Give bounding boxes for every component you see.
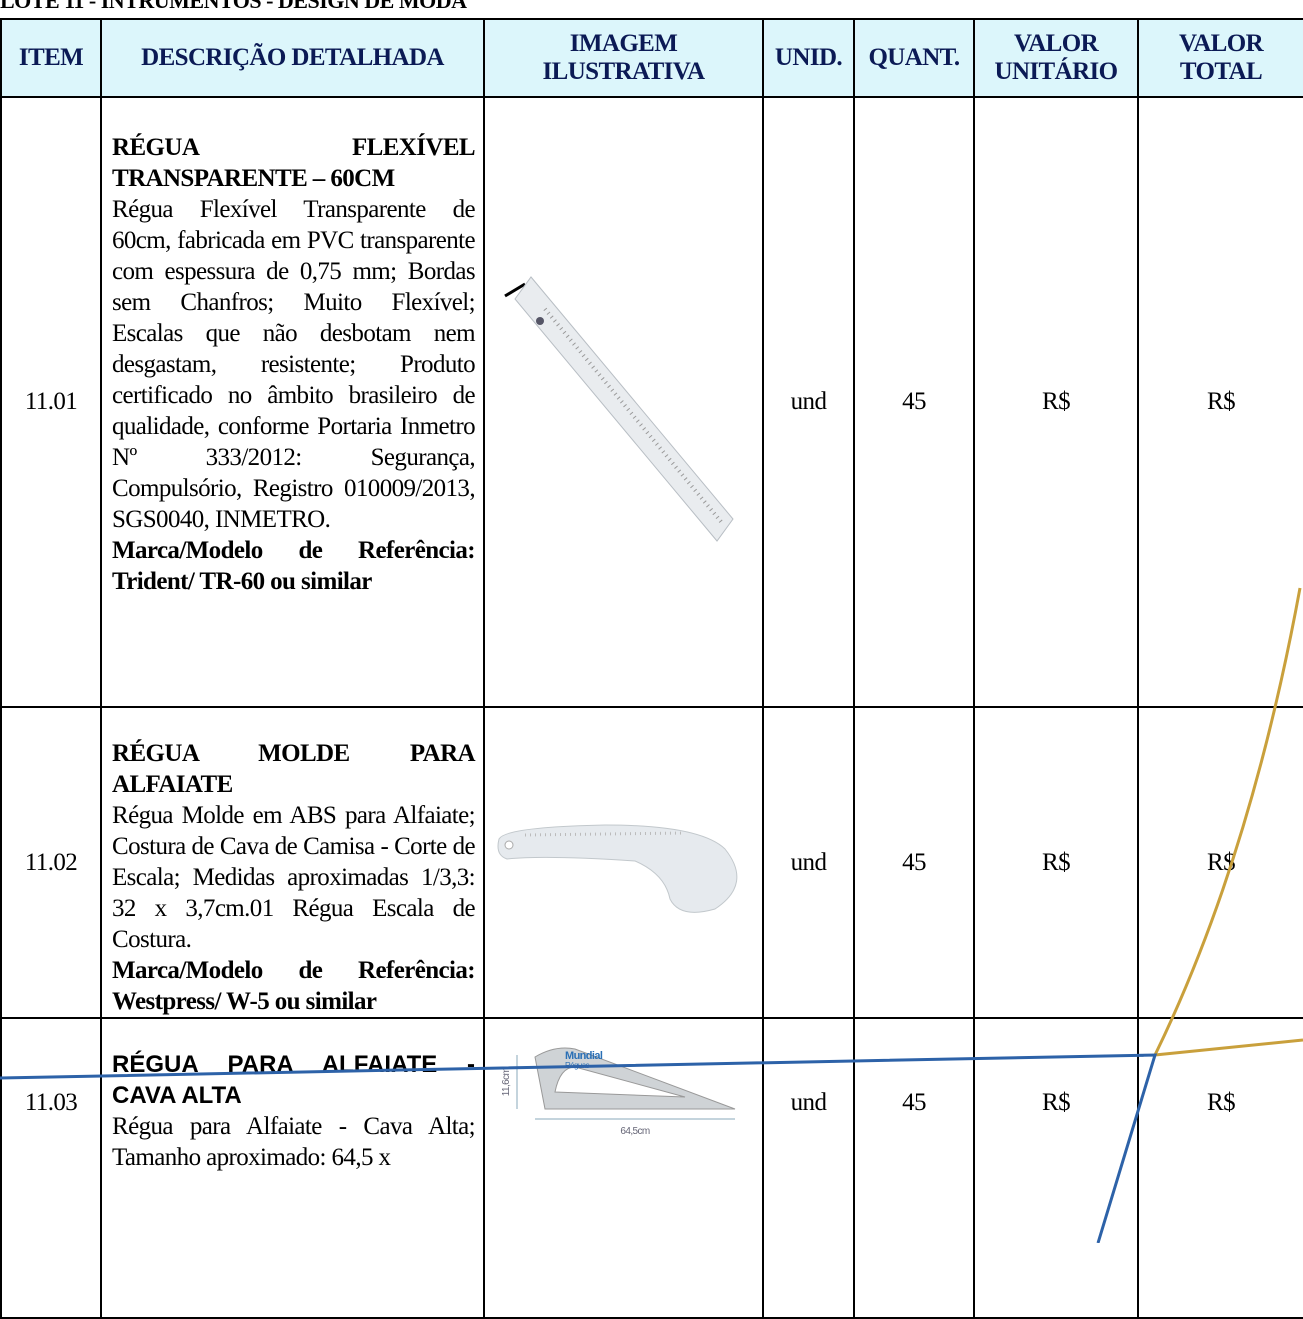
- total: R$: [1137, 96, 1303, 708]
- header-row: ITEM DESCRIÇÃO DETALHADA IMAGEM ILUSTRAT…: [0, 18, 1303, 98]
- row: 11.02 RÉGUA MOLDE PARA ALFAIATE Régua Mo…: [0, 706, 1303, 1019]
- row: 11.01 RÉGUA FLEXÍVEL TRANSPARENTE – 60CM…: [0, 96, 1303, 708]
- quantity: 45: [853, 1017, 975, 1319]
- reference: Marca/Modelo de Referência: Westpress/ W…: [112, 957, 476, 1015]
- quantity: 45: [853, 96, 975, 708]
- item: 11.01: [0, 96, 102, 708]
- curve-ruler-image: [497, 824, 738, 913]
- col-header: UNID.: [762, 18, 855, 98]
- description-cell: RÉGUA PARA ALFAIATE - CAVA ALTA Régua pa…: [100, 1017, 485, 1319]
- ruler-image: [504, 275, 734, 542]
- col-header: ITEM: [0, 18, 102, 98]
- unit-price: R$: [973, 706, 1139, 1019]
- item-title: RÉGUA FLEXÍVEL TRANSPARENTE – 60CM: [112, 134, 476, 192]
- image-label: 11,6cm: [501, 1068, 512, 1097]
- image-label: Réguas: [565, 1061, 590, 1070]
- unit: und: [762, 96, 855, 708]
- col-header: QUANT.: [853, 18, 975, 98]
- col-header: IMAGEM ILUSTRATIVA: [483, 18, 764, 98]
- item-title: RÉGUA MOLDE PARA ALFAIATE: [112, 740, 476, 798]
- total: R$: [1137, 706, 1303, 1019]
- item-title: RÉGUA PARA ALFAIATE - CAVA ALTA: [112, 1051, 475, 1109]
- unit-price: R$: [973, 1017, 1139, 1319]
- tailor-ruler-image: Mundial Réguas 11,6cm 64,5cm: [501, 1047, 736, 1137]
- description-cell: RÉGUA FLEXÍVEL TRANSPARENTE – 60CM Régua…: [100, 96, 485, 708]
- reference: Marca/Modelo de Referência: Trident/ TR-…: [112, 537, 476, 595]
- unit-price: R$: [973, 96, 1139, 708]
- image-cell: [483, 706, 764, 1019]
- row: 11.03 RÉGUA PARA ALFAIATE - CAVA ALTA Ré…: [0, 1017, 1303, 1319]
- items-table: ITEM DESCRIÇÃO DETALHADA IMAGEM ILUSTRAT…: [0, 18, 1303, 1319]
- description-cell: RÉGUA MOLDE PARA ALFAIATE Régua Molde em…: [100, 706, 485, 1019]
- image-label: 64,5cm: [620, 1126, 649, 1137]
- image-cell: [483, 96, 764, 708]
- total: R$: [1137, 1017, 1303, 1319]
- description: Régua para Alfaiate - Cava Alta; Tamanho…: [112, 1113, 476, 1171]
- description: Régua Flexível Transparente de 60cm, fab…: [112, 196, 476, 533]
- description: Régua Molde em ABS para Alfaiate; Costur…: [112, 802, 476, 953]
- col-header: VALOR UNITÁRIO: [973, 18, 1139, 98]
- lot-title: LOTE 11 - INTRUMENTOS - DESIGN DE MODA: [0, 0, 467, 13]
- item: 11.03: [0, 1017, 102, 1319]
- col-header: DESCRIÇÃO DETALHADA: [100, 18, 485, 98]
- col-header: VALOR TOTAL: [1137, 18, 1303, 98]
- unit: und: [762, 706, 855, 1019]
- quantity: 45: [853, 706, 975, 1019]
- item: 11.02: [0, 706, 102, 1019]
- image-cell: Mundial Réguas 11,6cm 64,5cm: [483, 1017, 764, 1319]
- unit: und: [762, 1017, 855, 1319]
